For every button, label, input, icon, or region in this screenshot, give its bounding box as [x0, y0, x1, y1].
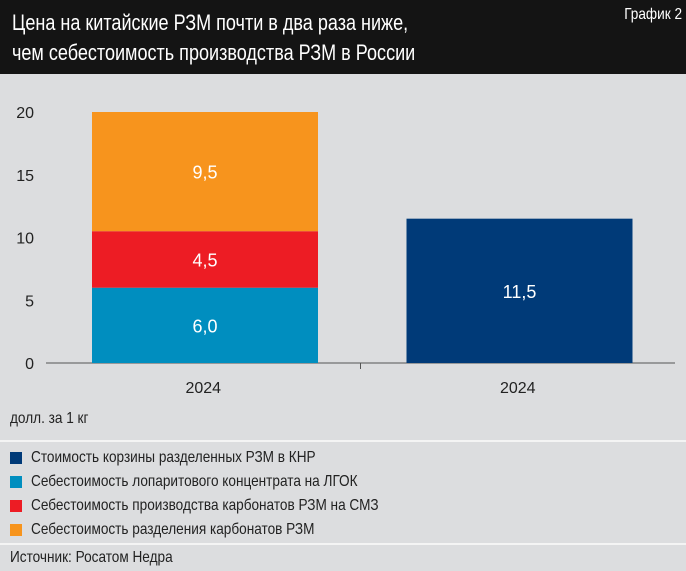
source-note: Источник: Росатом Недра	[10, 549, 173, 566]
y-tick-label: 0	[25, 356, 34, 373]
x-tick-label: 2024	[500, 380, 536, 397]
divider	[0, 543, 686, 545]
legend-label: Себестоимость производства карбонатов РЗ…	[31, 497, 379, 514]
legend-label: Себестоимость разделения карбонатов РЗМ	[31, 521, 315, 538]
y-tick-label: 15	[16, 168, 34, 185]
legend: Стоимость корзины разделенных РЗМ в КНР С…	[10, 446, 440, 542]
y-axis-unit: долл. за 1 кг	[10, 410, 89, 427]
legend-swatch	[10, 500, 22, 512]
data-label: 9,5	[192, 163, 217, 183]
legend-swatch	[10, 476, 22, 488]
legend-item: Себестоимость производства карбонатов РЗ…	[10, 494, 440, 518]
legend-swatch	[10, 524, 22, 536]
legend-item: Себестоимость разделения карбонатов РЗМ	[10, 518, 440, 542]
bar-segment	[92, 231, 318, 288]
legend-label: Стоимость корзины разделенных РЗМ в КНР	[31, 449, 316, 466]
y-tick-label: 20	[16, 105, 34, 122]
data-label: 11,5	[503, 282, 537, 302]
data-label: 4,5	[192, 250, 217, 270]
bar-segment	[92, 287, 318, 363]
y-tick-label: 10	[16, 231, 34, 248]
header: Цена на китайские РЗМ почти в два раза н…	[0, 0, 686, 74]
divider	[0, 440, 686, 442]
bar-segment	[406, 218, 633, 363]
legend-item: Себестоимость лопаритового концентрата н…	[10, 470, 440, 494]
x-tick-label: 2024	[185, 380, 221, 397]
chart-title: Цена на китайские РЗМ почти в два раза н…	[12, 10, 416, 65]
y-tick-label: 5	[25, 293, 34, 310]
bar-segment	[92, 112, 318, 232]
bar-chart: 0 5 10 15 20 6,0 4,5 9,5 2024 11,5 2024	[16, 105, 675, 397]
chart-number: График 2	[624, 6, 682, 23]
legend-swatch	[10, 452, 22, 464]
legend-label: Себестоимость лопаритового концентрата н…	[31, 473, 358, 490]
legend-item: Стоимость корзины разделенных РЗМ в КНР	[10, 446, 440, 470]
data-label: 6,0	[192, 316, 217, 336]
